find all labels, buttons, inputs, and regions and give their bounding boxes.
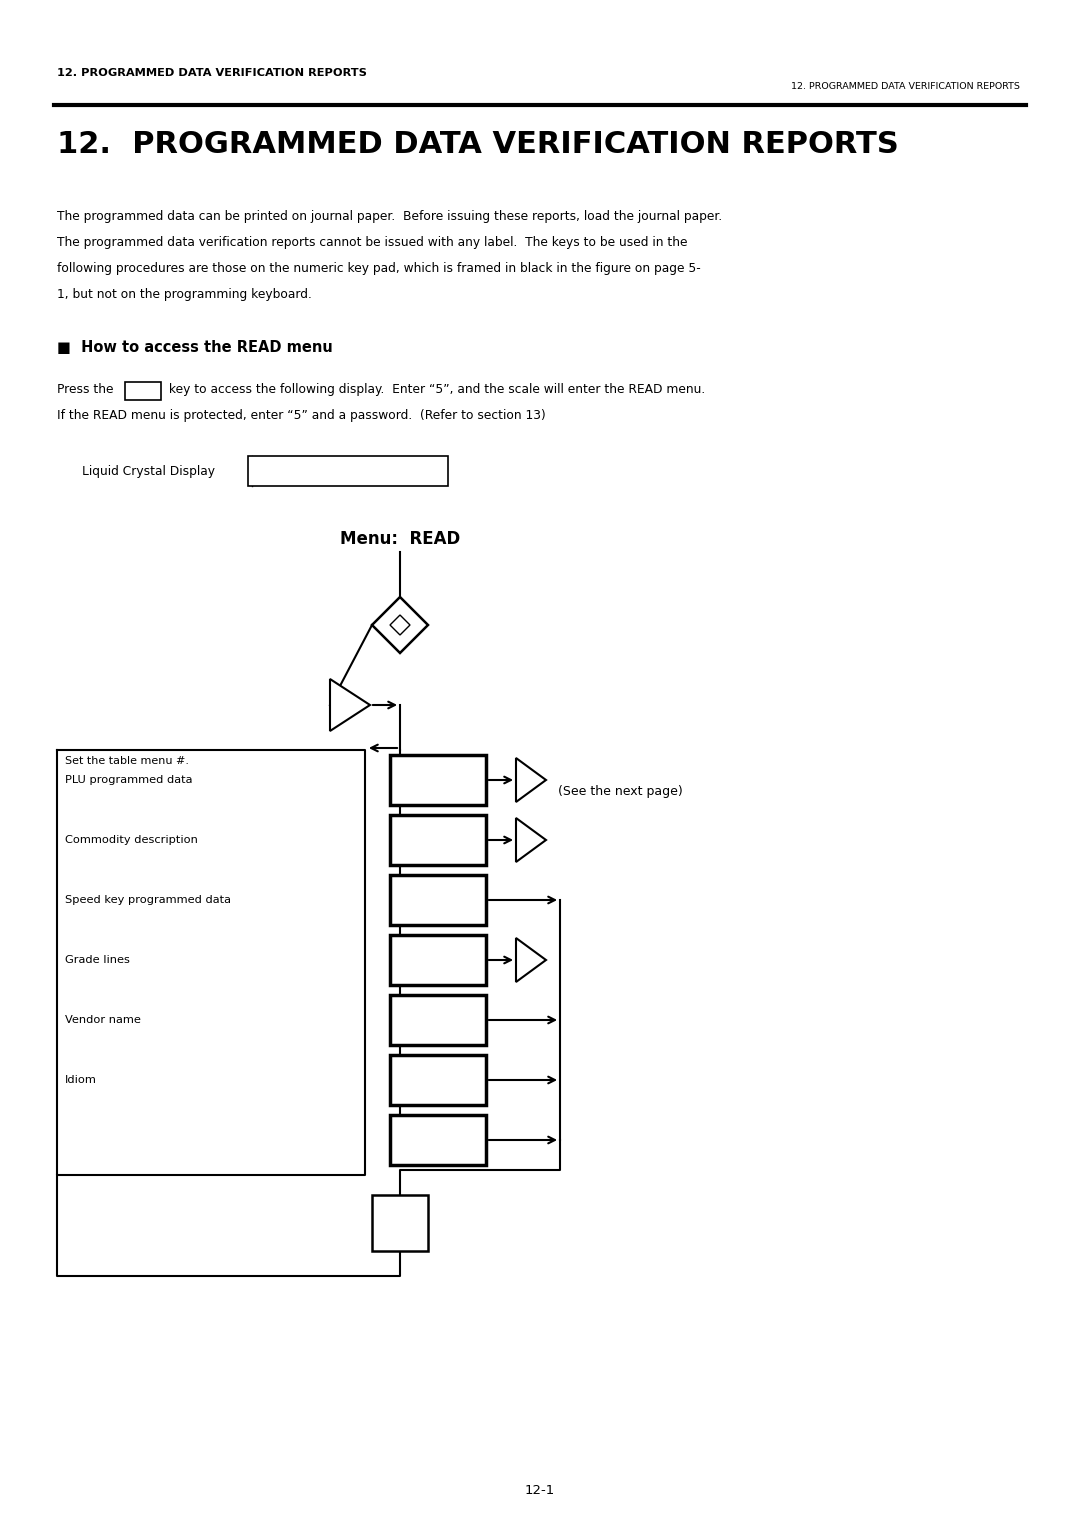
Text: 12. PROGRAMMED DATA VERIFICATION REPORTS: 12. PROGRAMMED DATA VERIFICATION REPORTS	[57, 69, 367, 78]
Text: Commodity description: Commodity description	[65, 836, 198, 845]
Text: 5: 5	[431, 465, 438, 479]
Text: 12.  PROGRAMMED DATA VERIFICATION REPORTS: 12. PROGRAMMED DATA VERIFICATION REPORTS	[57, 130, 899, 159]
Text: 1: 1	[456, 831, 469, 849]
Polygon shape	[372, 596, 428, 653]
Text: Press the: Press the	[57, 383, 118, 396]
Text: 1, but not on the programming keyboard.: 1, but not on the programming keyboard.	[57, 288, 312, 300]
Text: u: u	[524, 834, 531, 846]
Text: 6: 6	[456, 1130, 469, 1150]
Text: The programmed data can be printed on journal paper.  Before issuing these repor: The programmed data can be printed on jo…	[57, 210, 723, 223]
Text: The programmed data verification reports cannot be issued with any label.  The k: The programmed data verification reports…	[57, 236, 688, 249]
Text: Speed key programmed data: Speed key programmed data	[65, 895, 231, 904]
Text: ESC.: ESC.	[131, 387, 154, 397]
Text: Idiom: Idiom	[65, 1075, 97, 1084]
Text: 5: 5	[408, 770, 420, 790]
Bar	[372, 1196, 428, 1250]
Text: Set the table menu #.: Set the table menu #.	[65, 756, 189, 766]
Text: Menu:  READ: Menu: READ	[340, 531, 460, 547]
Bar	[390, 814, 486, 865]
Text: 2: 2	[456, 891, 469, 909]
Text: ■  How to access the READ menu: ■ How to access the READ menu	[57, 340, 333, 355]
Polygon shape	[516, 938, 546, 982]
Text: If the READ menu is protected, enter “5” and a password.  (Refer to section 13): If the READ menu is protected, enter “5”…	[57, 409, 545, 422]
Text: 5: 5	[408, 831, 420, 849]
Polygon shape	[390, 615, 410, 634]
Text: READ: READ	[266, 465, 299, 479]
Bar	[390, 1115, 486, 1165]
Text: 12-1: 12-1	[525, 1484, 555, 1496]
Bar	[390, 994, 486, 1045]
Text: 12. PROGRAMMED DATA VERIFICATION REPORTS: 12. PROGRAMMED DATA VERIFICATION REPORTS	[792, 82, 1020, 91]
Text: u: u	[524, 953, 531, 967]
Text: 5: 5	[408, 1011, 420, 1029]
Text: 5: 5	[408, 1130, 420, 1150]
Text: 5: 5	[408, 1071, 420, 1089]
Text: following procedures are those on the numeric key pad, which is framed in black : following procedures are those on the nu…	[57, 262, 701, 274]
Text: 5: 5	[408, 891, 420, 909]
Text: 4: 4	[456, 1011, 469, 1029]
Bar	[248, 456, 448, 486]
Polygon shape	[516, 817, 546, 862]
Bar	[390, 935, 486, 985]
Polygon shape	[330, 679, 370, 730]
Text: PLU programmed data: PLU programmed data	[65, 775, 192, 785]
Text: 5: 5	[456, 1071, 469, 1089]
Text: u: u	[524, 773, 531, 787]
Bar	[390, 755, 486, 805]
Text: Liquid Crystal Display: Liquid Crystal Display	[82, 465, 215, 479]
Polygon shape	[516, 758, 546, 802]
Text: PRT: PRT	[377, 1202, 396, 1212]
Text: v: v	[339, 700, 346, 711]
Text: Vendor name: Vendor name	[65, 1016, 140, 1025]
Text: Grade lines: Grade lines	[65, 955, 130, 965]
Text: (See the next page): (See the next page)	[558, 785, 683, 798]
Text: 0: 0	[456, 770, 468, 790]
Text: key to access the following display.  Enter “5”, and the scale will enter the RE: key to access the following display. Ent…	[165, 383, 705, 396]
Bar	[390, 1055, 486, 1106]
Text: 3: 3	[456, 950, 469, 970]
Text: 5: 5	[408, 950, 420, 970]
Bar	[125, 381, 161, 400]
Bar	[390, 875, 486, 926]
Text: *: *	[417, 1234, 423, 1246]
